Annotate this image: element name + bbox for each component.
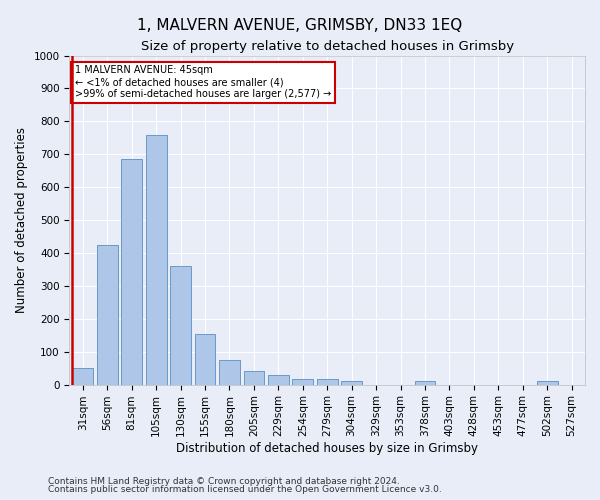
Text: Contains HM Land Registry data © Crown copyright and database right 2024.: Contains HM Land Registry data © Crown c… bbox=[48, 477, 400, 486]
Bar bbox=[97, 245, 118, 384]
Bar bbox=[244, 372, 264, 384]
Bar bbox=[121, 159, 142, 384]
Bar bbox=[268, 376, 289, 384]
Bar bbox=[146, 134, 167, 384]
Bar bbox=[537, 380, 557, 384]
Bar bbox=[415, 382, 436, 384]
Bar bbox=[194, 334, 215, 384]
Bar bbox=[292, 378, 313, 384]
X-axis label: Distribution of detached houses by size in Grimsby: Distribution of detached houses by size … bbox=[176, 442, 478, 455]
Bar bbox=[317, 378, 338, 384]
Text: 1 MALVERN AVENUE: 45sqm
← <1% of detached houses are smaller (4)
>99% of semi-de: 1 MALVERN AVENUE: 45sqm ← <1% of detache… bbox=[74, 66, 331, 98]
Bar bbox=[170, 266, 191, 384]
Title: Size of property relative to detached houses in Grimsby: Size of property relative to detached ho… bbox=[140, 40, 514, 53]
Text: Contains public sector information licensed under the Open Government Licence v3: Contains public sector information licen… bbox=[48, 485, 442, 494]
Bar bbox=[219, 360, 240, 384]
Bar bbox=[73, 368, 93, 384]
Y-axis label: Number of detached properties: Number of detached properties bbox=[15, 127, 28, 313]
Bar bbox=[341, 382, 362, 384]
Text: 1, MALVERN AVENUE, GRIMSBY, DN33 1EQ: 1, MALVERN AVENUE, GRIMSBY, DN33 1EQ bbox=[137, 18, 463, 32]
